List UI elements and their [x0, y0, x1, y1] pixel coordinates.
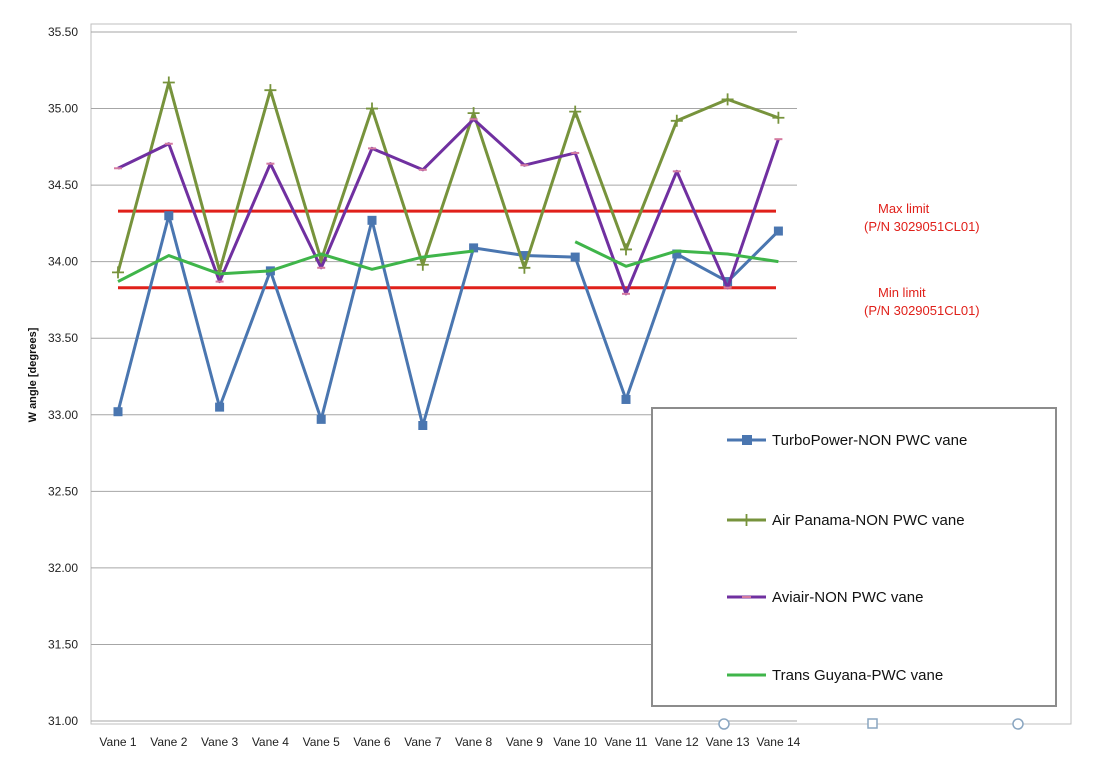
legend-marker	[742, 435, 752, 445]
data-point	[621, 394, 631, 404]
x-tick-labels: Vane 1 Vane 2 Vane 3 Vane 4 Vane 5 Vane 6 Vane…	[99, 735, 800, 749]
x-tick-label: Vane 2	[150, 735, 187, 749]
data-point	[366, 102, 378, 115]
x-tick-label: Vane 6	[353, 735, 390, 749]
legend-label: Trans Guyana-PWC vane	[772, 667, 943, 684]
legend: TurboPower-NON PWC vane Air Panama-NON PW…	[651, 407, 1057, 707]
data-point	[164, 211, 174, 221]
data-point	[518, 261, 531, 274]
legend-label: Aviair-NON PWC vane	[772, 589, 923, 606]
x-tick-label: Vane 9	[506, 735, 543, 749]
x-tick-label: Vane 12	[655, 735, 699, 749]
chart-frame	[90, 23, 1072, 725]
axis-handles	[718, 718, 1024, 730]
limit-label: Max limit	[878, 201, 930, 216]
data-point	[670, 114, 683, 127]
x-tick-label: Vane 3	[201, 735, 238, 749]
data-point	[620, 243, 632, 256]
axis-handle	[867, 718, 878, 729]
y-tick-label: 35.00	[48, 102, 78, 116]
data-point	[112, 266, 124, 279]
data-point	[721, 93, 734, 106]
data-point	[469, 243, 479, 253]
y-tick-label: 32.50	[48, 484, 78, 498]
series-2	[114, 117, 783, 296]
y-axis-label: W angle [degrees]	[27, 327, 39, 422]
data-point	[162, 76, 175, 89]
series-1	[112, 76, 785, 279]
x-tick-label: Vane 8	[455, 735, 492, 749]
legend-label: Air Panama-NON PWC vane	[772, 512, 965, 529]
x-tick-label: Vane 7	[404, 735, 441, 749]
limit-part-number: (P/N 3029051CL01)	[864, 303, 980, 318]
data-point	[215, 402, 225, 412]
series-line	[574, 240, 779, 268]
series-group	[112, 76, 785, 430]
data-point	[316, 414, 326, 424]
x-tick-label: Vane 13	[706, 735, 750, 749]
x-tick-label: Vane 10	[553, 735, 597, 749]
series-line	[116, 81, 779, 273]
limit-annotations: Max limit (P/N 3029051CL01) Min limit (P/N …	[864, 201, 980, 318]
data-point	[773, 226, 783, 236]
axis-handle	[1012, 718, 1024, 730]
x-tick-label: Vane 1	[99, 735, 136, 749]
data-point	[672, 249, 682, 259]
data-point	[723, 277, 733, 287]
legend-box	[651, 407, 1057, 707]
y-tick-label: 33.00	[48, 408, 78, 422]
data-point	[772, 111, 785, 124]
data-point	[467, 107, 480, 120]
axis-handle	[718, 718, 730, 730]
y-tick-label: 31.50	[48, 637, 78, 651]
series-line	[116, 214, 780, 427]
y-tick-label: 35.50	[48, 25, 78, 39]
series-line	[117, 117, 780, 296]
data-point	[264, 84, 277, 97]
legend-label: TurboPower-NON PWC vane	[772, 432, 967, 449]
x-tick-label: Vane 11	[605, 735, 648, 749]
data-point	[367, 215, 377, 225]
x-tick-label: Vane 4	[252, 735, 289, 749]
data-point	[519, 251, 529, 261]
data-point	[569, 105, 582, 118]
y-tick-label: 32.00	[48, 561, 78, 575]
y-tick-labels: 31.00 31.50 32.00 32.50 33.00 33.50 34.00 34.50…	[48, 25, 78, 728]
y-tick-label: 31.00	[48, 714, 78, 728]
series-3	[117, 240, 779, 283]
data-point	[113, 407, 123, 417]
data-point	[418, 420, 428, 430]
y-tick-label: 33.50	[48, 331, 78, 345]
limit-label: Min limit	[878, 285, 926, 300]
data-point	[416, 258, 429, 271]
x-tick-label: Vane 5	[303, 735, 340, 749]
y-tick-label: 34.00	[48, 255, 78, 269]
data-point	[570, 252, 580, 262]
x-tick-label: Vane 14	[756, 735, 800, 749]
legend-marker	[740, 514, 753, 526]
limit-part-number: (P/N 3029051CL01)	[864, 219, 980, 234]
y-tick-label: 34.50	[48, 178, 78, 192]
series-line	[117, 249, 474, 283]
